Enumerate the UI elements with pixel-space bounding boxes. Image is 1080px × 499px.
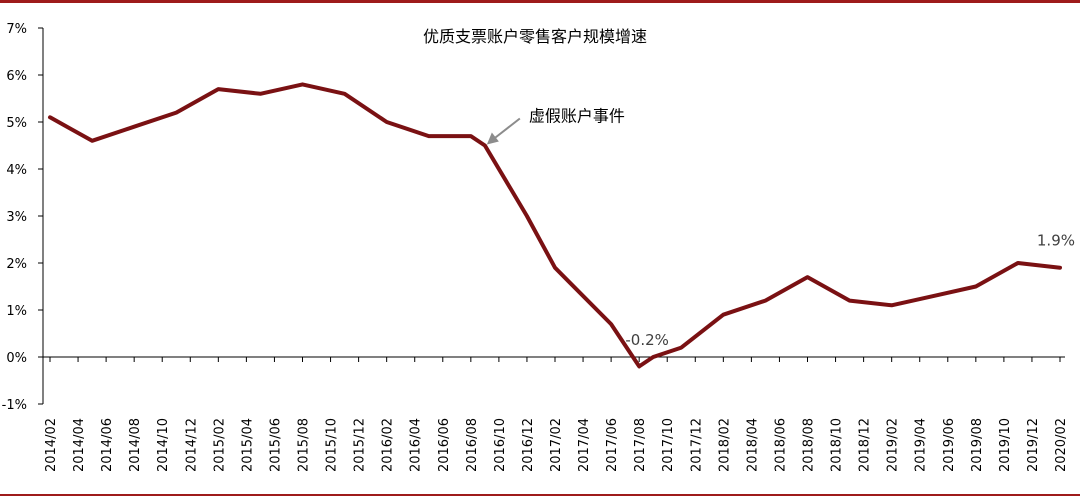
x-tick-label: 2014/04 <box>72 418 87 472</box>
x-tick-label: 2018/12 <box>858 418 873 472</box>
annotations: 虚假账户事件 -0.2% 1.9% <box>486 107 1075 349</box>
y-tick-label: 4% <box>6 163 27 178</box>
data-point <box>974 285 978 288</box>
data-point <box>174 111 178 115</box>
x-tick-label: 2016/06 <box>437 418 452 472</box>
data-point <box>301 82 304 86</box>
x-axis: 2014/02 2014/04 2014/06 2014/08 2014/10 2014/… <box>43 356 1069 472</box>
x-tick-label: 2015/02 <box>212 418 227 472</box>
x-tick-label: 2015/10 <box>325 418 340 472</box>
annotation-label: 虚假账户事件 <box>529 107 625 126</box>
data-point <box>385 120 389 124</box>
x-tick-label: 2019/04 <box>914 418 929 472</box>
data-point <box>637 364 641 368</box>
x-tick-label: 2015/06 <box>268 418 283 472</box>
x-tick-label: 2015/12 <box>353 418 368 472</box>
x-tick-label: 2016/04 <box>409 418 424 472</box>
x-tick-label: 2017/06 <box>605 418 620 472</box>
y-tick-label: 5% <box>6 116 27 131</box>
data-point <box>721 313 725 317</box>
x-tick-label: 2018/02 <box>717 418 732 472</box>
x-tick-label: 2016/02 <box>381 418 396 472</box>
chart-title: 优质支票账户零售客户规模增速 <box>423 27 647 46</box>
x-tick-label: 2017/12 <box>689 418 704 472</box>
x-tick-label: 2019/10 <box>998 418 1013 472</box>
data-point <box>763 299 767 303</box>
x-tick-label: 2017/04 <box>577 418 592 472</box>
top-rule <box>0 0 1080 3</box>
y-tick-label: 3% <box>6 210 27 225</box>
data-point <box>48 115 52 119</box>
series-line <box>48 82 1062 369</box>
x-tick-label: 2018/10 <box>830 418 845 472</box>
x-tick-label: 2017/10 <box>661 418 676 472</box>
data-point <box>525 214 529 218</box>
data-point <box>609 322 613 326</box>
x-tick-label: 2014/08 <box>128 418 143 472</box>
x-tick-label: 2018/06 <box>773 418 788 472</box>
data-point <box>1016 261 1020 265</box>
data-point <box>890 303 894 307</box>
bottom-rule <box>0 494 1080 496</box>
x-tick-label: 2018/08 <box>802 418 817 472</box>
data-point <box>343 92 347 96</box>
y-tick-label: 1% <box>6 304 27 319</box>
x-tick-label: 2019/08 <box>970 418 985 472</box>
data-point <box>932 294 936 298</box>
y-tick-label: 6% <box>6 69 27 84</box>
x-tick-label: 2015/04 <box>240 418 255 472</box>
x-tick-label: 2014/06 <box>100 418 115 472</box>
annotation-arrow <box>492 117 521 141</box>
data-point <box>848 299 852 303</box>
y-axis: -1% 0% 1% 2% 3% 4% 5% 6% 7% <box>2 22 44 413</box>
x-tick-label: 2014/02 <box>44 418 59 472</box>
x-tick-label: 2014/12 <box>184 418 199 472</box>
annotation-arrowhead <box>486 132 499 145</box>
x-tick-label: 2017/08 <box>633 418 648 472</box>
x-tick-label: 2019/12 <box>1026 418 1041 472</box>
series-group <box>48 82 1062 369</box>
y-tick-label: 2% <box>6 257 27 272</box>
x-tick-label: 2014/10 <box>156 418 171 472</box>
x-tick-label: 2016/08 <box>465 418 480 472</box>
data-point <box>553 266 557 270</box>
x-tick-label: 2017/02 <box>549 418 564 472</box>
data-point <box>567 280 571 284</box>
data-point <box>806 275 809 279</box>
data-point <box>1058 266 1062 270</box>
data-point <box>90 139 94 143</box>
x-tick-label: 2016/10 <box>493 418 508 472</box>
data-point <box>258 92 262 96</box>
x-tick-label: 2018/04 <box>745 418 760 472</box>
x-tick-label: 2016/12 <box>521 418 536 472</box>
y-tick-label: 0% <box>6 351 27 366</box>
min-value-label: -0.2% <box>625 331 669 349</box>
data-point <box>679 346 683 350</box>
data-point <box>132 125 136 129</box>
data-point <box>483 144 487 147</box>
y-tick-label: 7% <box>6 22 27 37</box>
data-point <box>469 134 473 138</box>
data-point <box>216 87 220 91</box>
y-tick-label: -1% <box>2 398 27 413</box>
last-value-label: 1.9% <box>1037 232 1075 250</box>
x-tick-label: 2015/08 <box>297 418 312 472</box>
data-point <box>651 355 655 359</box>
data-point <box>427 134 431 138</box>
x-tick-label: 2019/02 <box>886 418 901 472</box>
x-tick-label: 2019/06 <box>942 418 957 472</box>
x-tick-label: 2020/02 <box>1054 418 1069 472</box>
